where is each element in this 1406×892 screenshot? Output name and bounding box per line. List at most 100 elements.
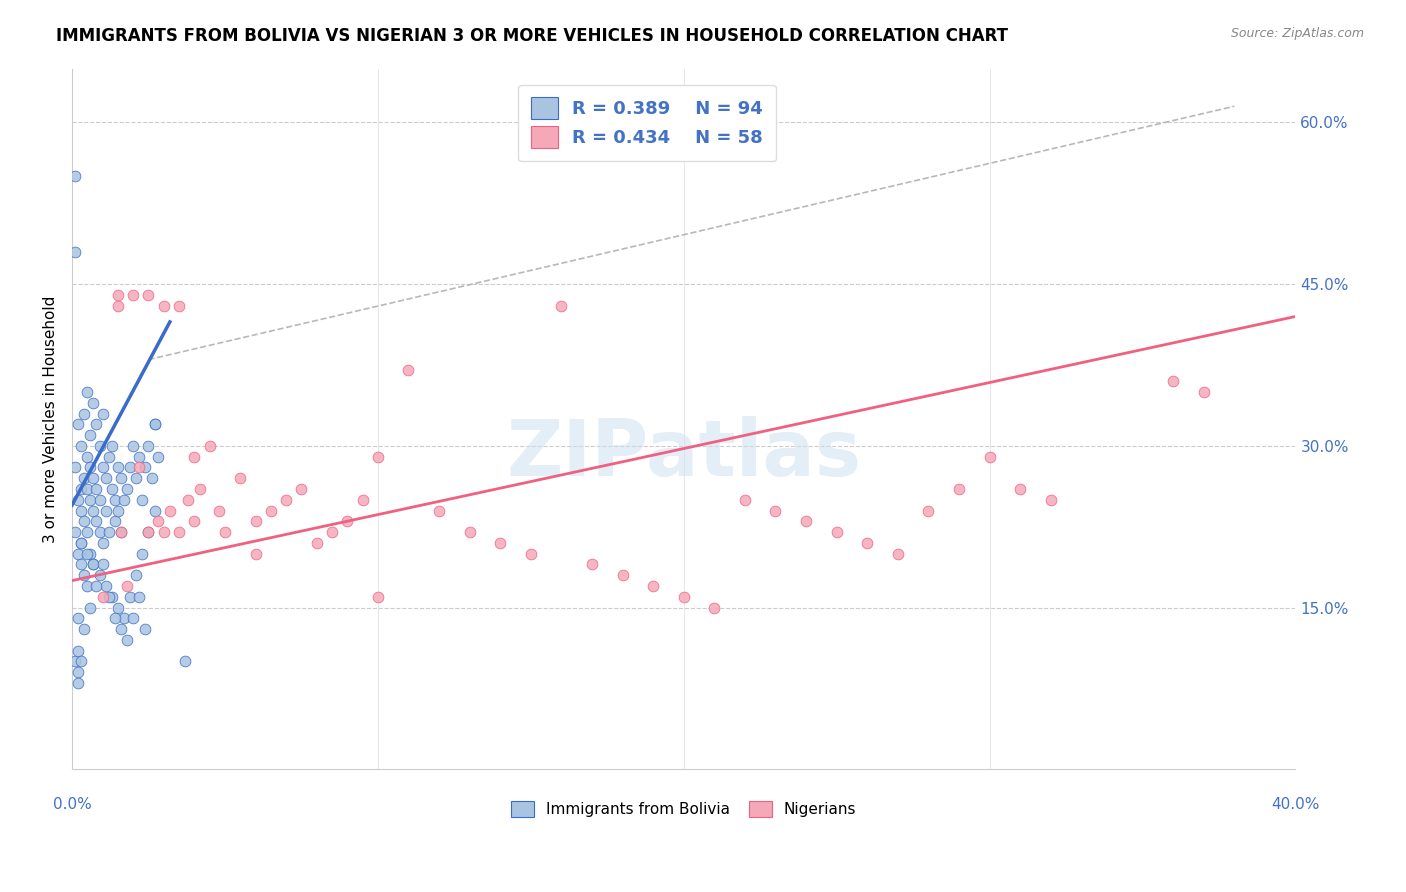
- Point: [79, 600, 101, 615]
- Point: [91, 407, 114, 421]
- Point: [794, 514, 817, 528]
- Point: [107, 299, 129, 313]
- Point: [1039, 492, 1062, 507]
- Point: [1161, 374, 1184, 388]
- Point: [67, 676, 90, 690]
- Point: [120, 460, 142, 475]
- Point: [672, 590, 695, 604]
- Point: [146, 514, 169, 528]
- Point: [143, 503, 166, 517]
- Point: [79, 460, 101, 475]
- Point: [115, 579, 138, 593]
- Point: [122, 611, 145, 625]
- Point: [245, 547, 267, 561]
- Point: [63, 655, 86, 669]
- Point: [107, 460, 129, 475]
- Point: [115, 632, 138, 647]
- Point: [104, 492, 127, 507]
- Point: [122, 288, 145, 302]
- Point: [86, 579, 108, 593]
- Text: IMMIGRANTS FROM BOLIVIA VS NIGERIAN 3 OR MORE VEHICLES IN HOUSEHOLD CORRELATION : IMMIGRANTS FROM BOLIVIA VS NIGERIAN 3 OR…: [56, 27, 1008, 45]
- Point: [489, 536, 512, 550]
- Point: [86, 417, 108, 432]
- Point: [100, 482, 122, 496]
- Point: [86, 482, 108, 496]
- Point: [94, 471, 117, 485]
- Point: [1192, 384, 1215, 399]
- Point: [120, 590, 142, 604]
- Point: [214, 525, 236, 540]
- Point: [107, 600, 129, 615]
- Point: [167, 525, 190, 540]
- Point: [131, 547, 153, 561]
- Point: [76, 384, 98, 399]
- Point: [352, 492, 374, 507]
- Point: [79, 547, 101, 561]
- Point: [138, 439, 160, 453]
- Text: 0.0%: 0.0%: [52, 797, 91, 813]
- Point: [260, 503, 283, 517]
- Point: [825, 525, 848, 540]
- Point: [305, 536, 328, 550]
- Point: [703, 600, 725, 615]
- Point: [138, 288, 160, 302]
- Point: [336, 514, 359, 528]
- Point: [167, 299, 190, 313]
- Point: [177, 492, 200, 507]
- Point: [73, 568, 96, 582]
- Point: [79, 428, 101, 442]
- Point: [89, 525, 111, 540]
- Point: [367, 590, 389, 604]
- Point: [63, 525, 86, 540]
- Point: [141, 471, 163, 485]
- Point: [159, 503, 181, 517]
- Point: [70, 503, 93, 517]
- Y-axis label: 3 or more Vehicles in Household: 3 or more Vehicles in Household: [44, 295, 58, 542]
- Point: [82, 396, 104, 410]
- Text: ZIPatlas: ZIPatlas: [506, 416, 862, 492]
- Point: [110, 471, 132, 485]
- Point: [917, 503, 939, 517]
- Point: [143, 417, 166, 432]
- Point: [131, 492, 153, 507]
- Point: [979, 450, 1001, 464]
- Point: [67, 492, 90, 507]
- Point: [128, 450, 150, 464]
- Point: [91, 460, 114, 475]
- Point: [146, 450, 169, 464]
- Point: [887, 547, 910, 561]
- Point: [134, 622, 156, 636]
- Point: [73, 514, 96, 528]
- Point: [765, 503, 787, 517]
- Point: [97, 450, 120, 464]
- Point: [112, 492, 135, 507]
- Point: [398, 363, 420, 377]
- Point: [856, 536, 879, 550]
- Text: 40.0%: 40.0%: [1271, 797, 1320, 813]
- Point: [63, 460, 86, 475]
- Point: [67, 643, 90, 657]
- Point: [152, 525, 174, 540]
- Point: [76, 579, 98, 593]
- Point: [94, 579, 117, 593]
- Point: [63, 244, 86, 259]
- Point: [190, 482, 212, 496]
- Point: [104, 611, 127, 625]
- Point: [70, 439, 93, 453]
- Point: [67, 611, 90, 625]
- Point: [82, 558, 104, 572]
- Point: [107, 503, 129, 517]
- Point: [138, 525, 160, 540]
- Point: [122, 439, 145, 453]
- Point: [82, 558, 104, 572]
- Point: [91, 558, 114, 572]
- Point: [94, 503, 117, 517]
- Point: [948, 482, 970, 496]
- Point: [734, 492, 756, 507]
- Point: [67, 417, 90, 432]
- Point: [290, 482, 312, 496]
- Point: [76, 482, 98, 496]
- Point: [152, 299, 174, 313]
- Point: [82, 471, 104, 485]
- Point: [550, 299, 572, 313]
